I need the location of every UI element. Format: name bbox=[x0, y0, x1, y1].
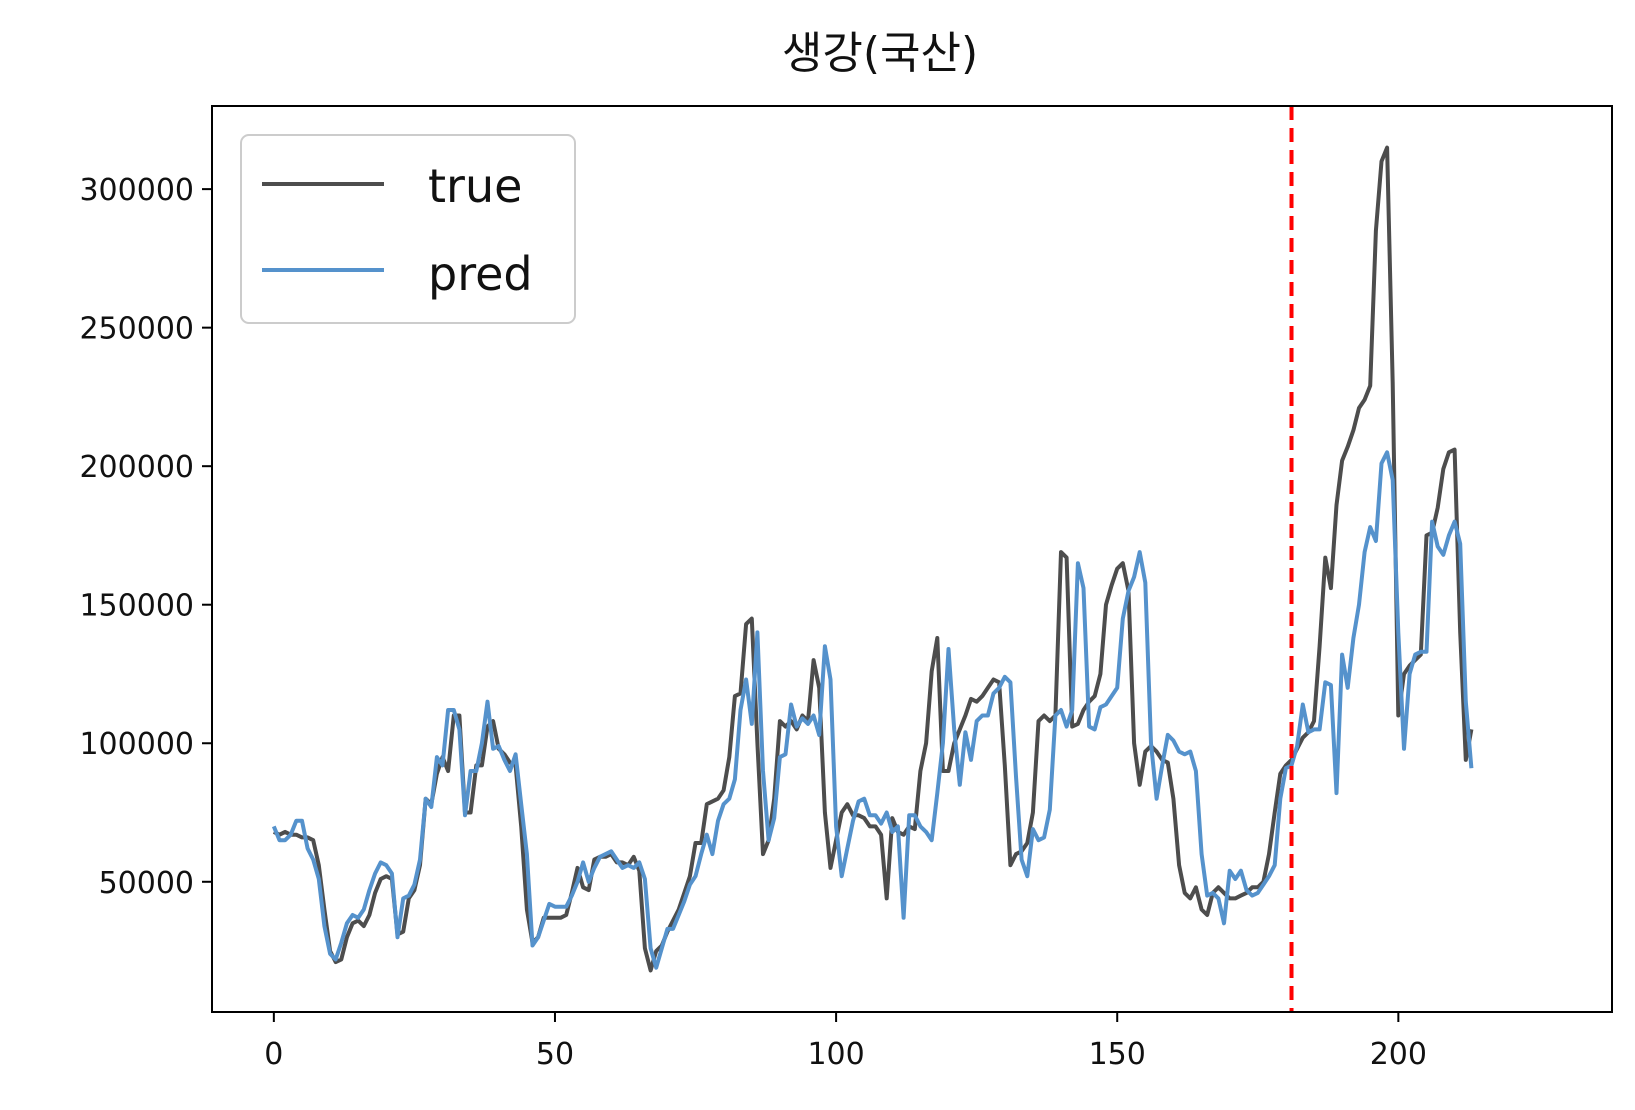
x-axis: 0 50 100 150 200 bbox=[264, 1012, 1427, 1072]
x-tick-label: 50 bbox=[536, 1037, 574, 1072]
y-tick-label: 200000 bbox=[79, 450, 194, 485]
x-tick-label: 150 bbox=[1089, 1037, 1146, 1072]
legend-label-pred: pred bbox=[428, 247, 533, 301]
legend-label-true: true bbox=[428, 159, 522, 213]
y-axis: 50000 100000 150000 200000 250000 300000 bbox=[79, 173, 212, 901]
x-tick-label: 200 bbox=[1370, 1037, 1427, 1072]
y-tick-label: 50000 bbox=[99, 866, 194, 901]
series-layer bbox=[271, 145, 1474, 973]
x-tick-label: 100 bbox=[807, 1037, 864, 1072]
y-tick-label: 300000 bbox=[79, 173, 194, 208]
y-tick-label: 150000 bbox=[79, 589, 194, 624]
chart-title: 생강(국산) bbox=[782, 28, 978, 79]
series-line-pred bbox=[271, 450, 1474, 970]
legend: true pred bbox=[240, 134, 576, 324]
y-tick-label: 100000 bbox=[79, 727, 194, 762]
series-line-true bbox=[272, 145, 1474, 973]
plot-frame bbox=[211, 105, 1613, 1013]
y-tick-label: 250000 bbox=[79, 312, 194, 347]
x-tick-label: 0 bbox=[264, 1037, 283, 1072]
